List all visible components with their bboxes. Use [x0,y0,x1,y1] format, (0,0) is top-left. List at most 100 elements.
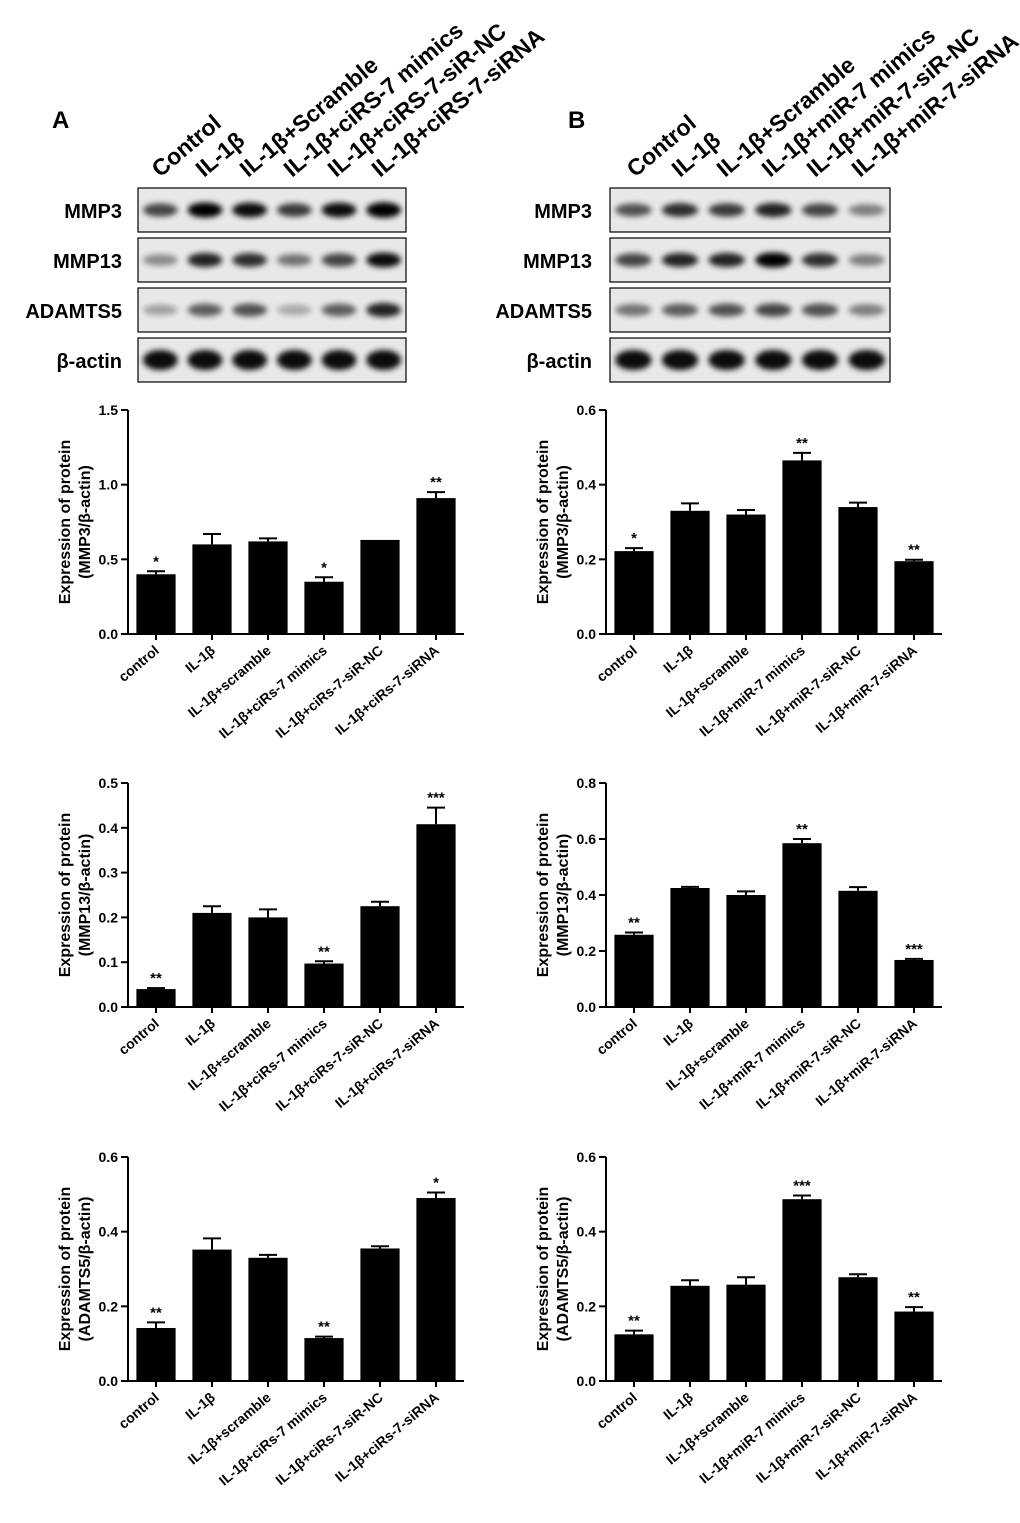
blot-band [187,350,223,370]
blot-band [276,304,312,316]
bar-chart-1: 0.0 0.5 1.0 1.5 Expression of protein (MMP3/β… [57,402,464,742]
blot-frame [137,237,407,283]
y-axis-label: (MMP13/β-actin) [77,834,94,957]
blot-band [755,202,792,218]
significance-label: ** [628,915,640,932]
x-tick-label: IL-1β+ciRs-7-siR-NC [272,1015,386,1114]
blot-label: MMP3 [534,201,592,223]
y-axis-label: (ADAMTS5/β-actin) [77,1197,94,1342]
blot-row: MMP3 [64,187,407,233]
significance-label: ** [318,1319,330,1336]
blot-band [276,253,312,267]
x-tick-label: IL-1β+miR-7-siR-NC [753,1389,864,1486]
y-tick-label: 0.0 [577,999,597,1015]
y-tick-label: 0.0 [99,999,119,1015]
x-tick-label: IL-1β+miR-7-siRNA [812,642,920,736]
bar-chart-2: 0.0 0.2 0.4 0.6 Expression of protein (MMP3/β… [535,402,942,740]
blot-band [276,203,312,217]
blot-band [276,350,312,370]
blot-row: β-actin [526,337,891,383]
bar-chart-5: 0.0 0.2 0.4 0.6 Expression of protein (ADAMTS… [57,1149,464,1489]
bar [614,934,654,1007]
blot-label: ADAMTS5 [495,301,592,323]
blot-panel-a: A ControlIL-1βIL-1β+ScrambleIL-1β+ciRS-7 … [25,17,549,383]
x-tick-label: IL-1β+ciRs-7-siRNA [332,1389,442,1485]
blot-band [708,203,745,217]
x-tick-label: IL-1β [660,642,696,676]
blot-row: MMP13 [53,237,407,283]
bar [894,959,934,1007]
blot-band [848,350,885,370]
blot-band [661,350,699,370]
blot-band [366,202,402,218]
blot-frame [137,337,407,383]
y-tick-label: 0.1 [99,954,119,970]
significance-label: * [153,553,159,570]
bar [192,912,232,1007]
blot-band [755,303,792,317]
bar [614,551,654,634]
x-tick-label: IL-1β+ciRs-7-siR-NC [272,642,386,741]
blot-label: MMP13 [523,251,592,273]
blot-frame [609,237,891,283]
blot-band [366,302,402,318]
x-tick-label: IL-1β+miR-7-siRNA [812,1389,920,1483]
significance-label: ** [628,1313,640,1330]
blot-band [187,252,223,268]
blot-row: ADAMTS5 [495,287,891,333]
x-tick-label: IL-1β+miR-7 mimics [696,1015,808,1113]
y-tick-label: 0.6 [577,402,597,418]
significance-label: ** [796,821,808,838]
blot-label: β-actin [56,351,122,373]
y-tick-label: 0.5 [99,551,119,567]
significance-label: *** [793,1177,811,1194]
y-tick-label: 0.6 [99,1149,119,1165]
blot-band [615,350,652,370]
y-tick-label: 1.5 [99,402,119,418]
y-tick-label: 0.4 [577,1224,597,1240]
x-tick-label: IL-1β+miR-7 mimics [696,1389,808,1487]
bar [304,581,344,634]
blot-band [615,303,652,317]
blot-row: MMP13 [523,237,891,283]
blot-row: MMP3 [534,187,891,233]
bar [304,1338,344,1381]
blot-band [708,252,745,268]
y-tick-label: 0.2 [99,909,119,925]
y-tick-label: 0.6 [577,1149,597,1165]
y-tick-label: 0.4 [577,887,597,903]
blot-frame [609,337,891,383]
bar [136,574,176,634]
blot-band [366,350,402,370]
blot-band [232,350,268,370]
bar [782,460,822,634]
y-axis-label: Expression of protein [535,1187,552,1351]
blot-band [142,203,178,217]
bar [614,1334,654,1381]
y-tick-label: 0.3 [99,865,119,881]
y-tick-label: 0.4 [99,1224,119,1240]
blot-frame [137,287,407,333]
x-tick-label: IL-1β+ciRs-7 mimics [216,1015,330,1115]
x-tick-label: IL-1β+ciRs-7-siRNA [332,642,442,738]
blot-label: MMP13 [53,251,122,273]
significance-label: ** [150,970,162,987]
blot-band [848,204,885,216]
y-axis-label: Expression of protein [535,440,552,604]
bar [360,539,400,634]
blot-band [232,303,268,317]
y-axis-label: (ADAMTS5/β-actin) [555,1197,572,1342]
bar [782,1199,822,1381]
western-blot-layer: A ControlIL-1βIL-1β+ScrambleIL-1β+ciRS-7 … [25,17,1020,383]
significance-label: * [321,559,327,576]
blot-frame [609,187,891,233]
significance-label: ** [908,1289,920,1306]
y-axis-label: Expression of protein [57,813,74,977]
significance-label: * [631,530,637,547]
bar-chart-4: 0.0 0.2 0.4 0.6 0.8 Expression of protein (MMP… [535,775,942,1113]
bar [248,541,288,634]
lane-label: IL-1β+ciRS-7-siR-NC [323,18,512,182]
blot-band [848,254,885,266]
x-tick-label: IL-1β+miR-7-siRNA [812,1015,920,1109]
